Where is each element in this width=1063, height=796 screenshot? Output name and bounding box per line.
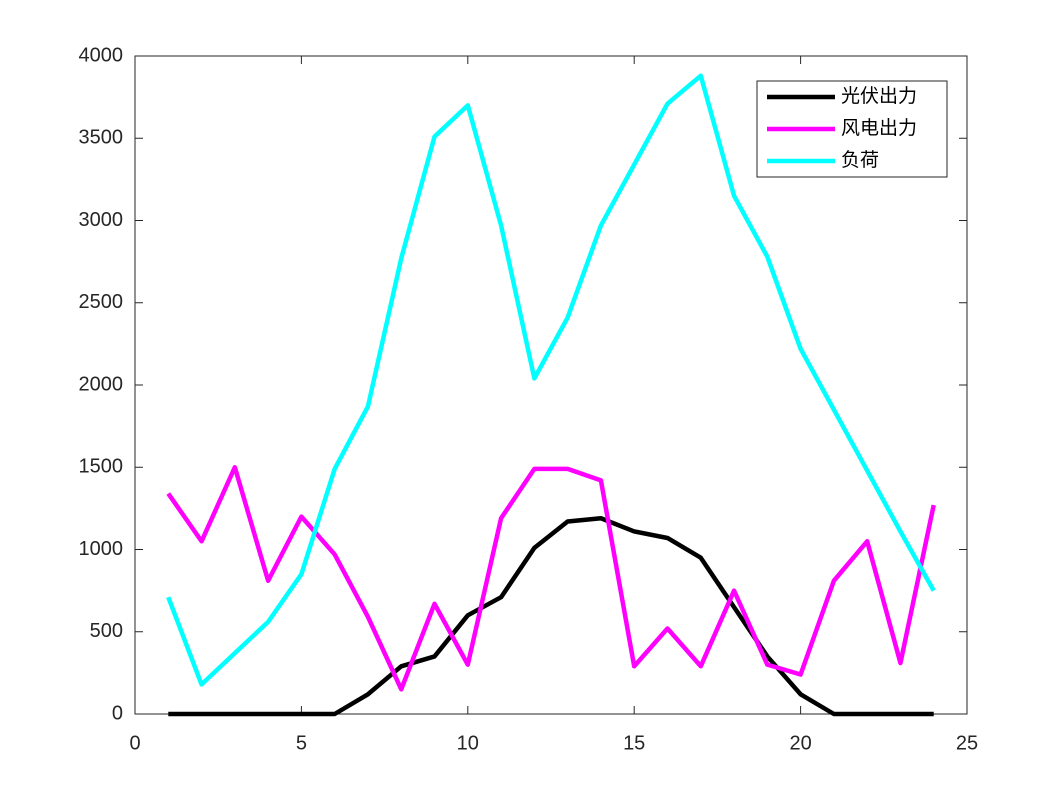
y-tick-label: 1500 <box>79 456 124 478</box>
line-series <box>168 515 934 717</box>
y-tick-label: 4000 <box>79 44 124 66</box>
y-tick-label: 3000 <box>79 209 124 231</box>
x-tick-label: 25 <box>956 732 978 754</box>
x-tick-label: 0 <box>129 732 140 754</box>
legend-label: 光伏出力 <box>841 85 917 107</box>
x-tick-label: 5 <box>296 732 307 754</box>
y-tick-label: 1000 <box>79 538 124 560</box>
x-tick-label: 20 <box>789 732 811 754</box>
y-tick-label: 2500 <box>79 291 124 313</box>
y-tick-label: 3500 <box>79 127 124 149</box>
legend-label: 负荷 <box>841 149 879 171</box>
y-tick-label: 0 <box>112 702 123 724</box>
y-tick-label: 500 <box>90 620 123 642</box>
line-series <box>166 73 936 687</box>
y-tick-label: 2000 <box>79 373 124 395</box>
x-tick-label: 10 <box>457 732 479 754</box>
legend-label: 风电出力 <box>841 117 917 139</box>
x-tick-label: 15 <box>623 732 645 754</box>
line-series <box>166 465 936 692</box>
